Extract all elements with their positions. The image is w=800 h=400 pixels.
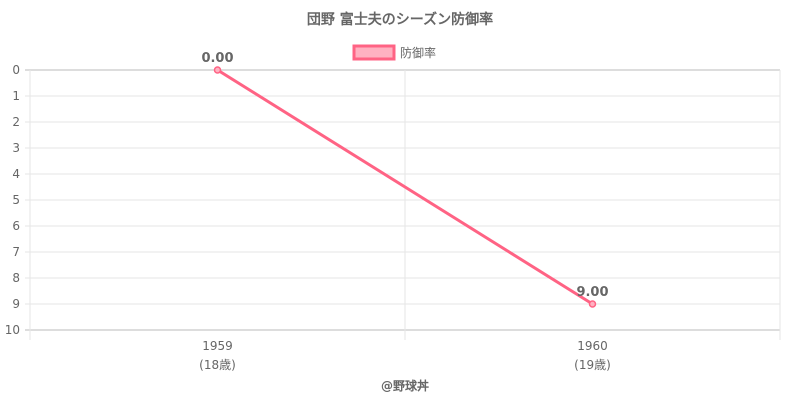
y-tick-label: 6 [12, 219, 20, 233]
x-tick-sublabel: (19歳) [574, 358, 611, 372]
y-tick-label: 9 [12, 297, 20, 311]
y-tick-label: 4 [12, 167, 20, 181]
grid [25, 69, 781, 340]
chart-title: 団野 富士夫のシーズン防御率 [307, 11, 493, 28]
y-tick-label: 5 [12, 193, 20, 207]
data-point [213, 66, 222, 74]
x-axis: 1959 (18歳) 1960 (19歳) [199, 339, 611, 372]
x-tick-label: 1959 [202, 339, 233, 353]
data-label: 9.00 [576, 285, 608, 300]
data-point [588, 300, 597, 308]
y-tick-label: 8 [12, 271, 20, 285]
legend[interactable]: 防御率 [352, 44, 436, 61]
y-axis: 0 1 2 3 4 5 6 7 8 9 10 [5, 63, 20, 337]
x-tick-sublabel: (18歳) [199, 358, 236, 372]
footer-credit: @野球丼 [381, 378, 429, 393]
y-tick-label: 1 [12, 89, 20, 103]
y-tick-label: 7 [12, 245, 20, 259]
y-tick-label: 2 [12, 115, 20, 129]
y-tick-label: 3 [12, 141, 20, 155]
series-era: 0.00 9.00 [201, 51, 609, 308]
legend-label: 防御率 [400, 45, 436, 60]
data-label: 0.00 [201, 51, 233, 66]
y-tick-label: 0 [12, 63, 20, 77]
series-line [216, 68, 594, 306]
legend-swatch [352, 44, 396, 61]
x-tick-label: 1960 [577, 339, 608, 353]
y-tick-label: 10 [5, 323, 20, 337]
